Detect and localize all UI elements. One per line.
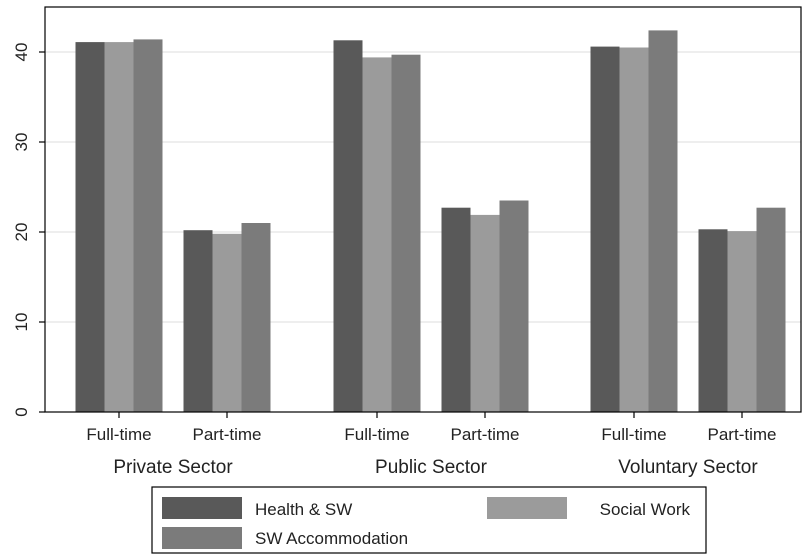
legend-swatch [487, 497, 567, 519]
bars [76, 30, 786, 412]
x-category-label: Part-time [451, 425, 520, 444]
x-group-label: Voluntary Sector [618, 457, 758, 478]
bar [591, 47, 620, 412]
x-category-label: Full-time [86, 425, 151, 444]
y-tick-label: 10 [12, 313, 31, 332]
bar [392, 55, 421, 412]
x-category-label: Full-time [344, 425, 409, 444]
x-axis: Full-time Part-time Private Sector Full-tim… [86, 412, 776, 478]
legend-label: Health & SW [255, 500, 352, 519]
bar [334, 40, 363, 412]
bar [213, 234, 242, 412]
bar [105, 42, 134, 412]
x-category-label: Full-time [601, 425, 666, 444]
bar [442, 208, 471, 412]
bar [500, 201, 529, 413]
y-tick-label: 30 [12, 133, 31, 152]
bar [728, 231, 757, 412]
y-tick-label: 40 [12, 43, 31, 62]
x-group-label: Private Sector [113, 457, 233, 478]
bar [649, 30, 678, 412]
legend-label: SW Accommodation [255, 529, 408, 548]
legend-label: Social Work [600, 500, 691, 519]
x-group-label: Public Sector [375, 457, 488, 478]
y-tick-label: 20 [12, 223, 31, 242]
legend: Health & SW Social Work SW Accommodation [152, 487, 706, 553]
x-category-label: Part-time [193, 425, 262, 444]
y-tick-label: 0 [12, 407, 31, 416]
bar [76, 42, 105, 412]
y-axis: 0 10 20 30 40 [12, 43, 45, 417]
bar [620, 48, 649, 413]
legend-swatch [162, 497, 242, 519]
bar [363, 57, 392, 412]
bar [699, 229, 728, 412]
legend-swatch [162, 527, 242, 549]
bar [757, 208, 786, 412]
x-category-label: Part-time [708, 425, 777, 444]
bar [134, 39, 163, 412]
bar [471, 215, 500, 412]
bar [184, 230, 213, 412]
bar [242, 223, 271, 412]
